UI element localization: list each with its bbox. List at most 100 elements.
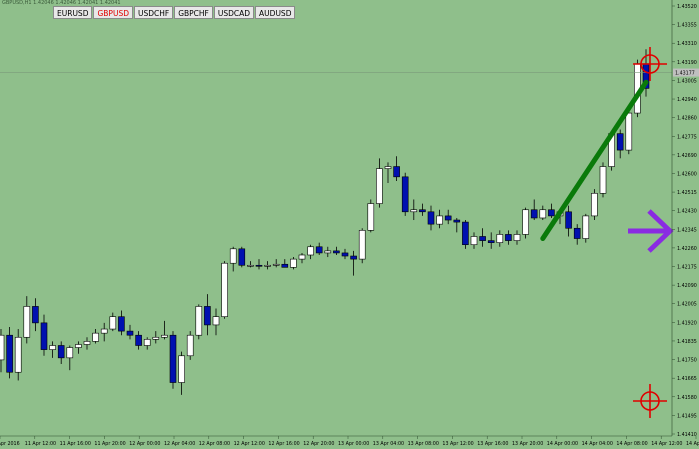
- candle: [444, 209, 452, 225]
- candle: [522, 207, 529, 239]
- bearish-candle-body: [427, 211, 435, 225]
- price-tick-label: 1.42345: [677, 227, 697, 233]
- bearish-candle-body: [315, 246, 323, 254]
- candle: [487, 232, 495, 249]
- bearish-candle-body: [169, 334, 177, 383]
- candle: [427, 205, 435, 231]
- candle: [264, 261, 271, 270]
- right-arrow-icon[interactable]: [628, 209, 674, 253]
- price-tick-label: 1.41495: [677, 413, 697, 419]
- time-tick-label: 14 Apr 12:00: [651, 441, 682, 447]
- bullish-candle-body: [358, 230, 366, 260]
- current-price-label-bg: [673, 68, 699, 77]
- time-tick-label: 14 Apr 16:00: [686, 441, 699, 447]
- time-tick-label: 13 Apr 12:00: [442, 441, 473, 447]
- symbol-tab-gbpchf[interactable]: GBPCHF: [174, 6, 213, 19]
- bearish-candle-body: [479, 236, 486, 241]
- candle: [290, 257, 297, 270]
- candle: [470, 232, 478, 249]
- candle: [49, 341, 56, 358]
- price-tick-label: 1.42090: [677, 283, 697, 289]
- price-tick-label: 1.42940: [677, 97, 697, 103]
- price-tick-label: 1.42775: [677, 134, 697, 140]
- price-tick-label: 1.41750: [677, 358, 697, 364]
- price-tick-label: 1.42600: [677, 171, 697, 177]
- candle: [204, 294, 211, 336]
- bearish-candle-body: [548, 209, 555, 217]
- bullish-candle-body: [83, 341, 91, 345]
- candle: [530, 199, 538, 221]
- symbol-tab-usdcad[interactable]: USDCAD: [213, 6, 255, 19]
- bullish-candle-body: [582, 215, 590, 239]
- bullish-candle-body: [66, 347, 74, 359]
- bearish-candle-body: [341, 252, 349, 257]
- symbol-tab-gbpusd[interactable]: GBPUSD: [93, 6, 133, 19]
- chart-info-text: GBPUSD,H1 1.42046 1.42046 1.42041 1.4204…: [2, 0, 121, 6]
- candle: [57, 341, 65, 365]
- bearish-candle-body: [462, 221, 469, 246]
- bullish-candle-body: [49, 345, 56, 350]
- bullish-candle-body: [75, 344, 82, 348]
- bearish-candle-body: [530, 209, 538, 219]
- bullish-candle-body: [178, 355, 185, 383]
- bullish-candle-body: [109, 316, 117, 330]
- bullish-candle-body: [272, 263, 280, 266]
- bullish-candle-body: [0, 334, 5, 361]
- symbol-tab-eurusd[interactable]: EURUSD: [53, 6, 93, 19]
- candle: [479, 228, 486, 247]
- candle: [505, 230, 512, 245]
- candle: [221, 261, 228, 319]
- bearish-candle-body: [393, 166, 400, 178]
- bearish-candle-body: [350, 255, 357, 260]
- bullish-candle-body: [625, 112, 633, 151]
- bearish-candle-body: [565, 211, 572, 229]
- symbol-tab-usdchf[interactable]: USDCHF: [133, 6, 174, 19]
- bullish-candle-body: [384, 166, 392, 169]
- symbol-tab-audusd[interactable]: AUDUSD: [255, 6, 296, 19]
- candle: [255, 259, 263, 270]
- candle: [281, 259, 289, 268]
- bearish-candle-body: [126, 330, 134, 336]
- candle: [92, 329, 99, 344]
- price-tick-label: 1.42005: [677, 302, 697, 308]
- bullish-candle-body: [290, 258, 297, 268]
- time-tick-label: 12 Apr 12:00: [234, 441, 265, 447]
- candle: [75, 341, 82, 354]
- candle: [247, 261, 254, 268]
- candle: [616, 129, 624, 159]
- crosshair-target-icon[interactable]: [633, 384, 667, 418]
- bullish-candle-body: [92, 332, 99, 342]
- bearish-candle-body: [255, 264, 263, 267]
- bullish-candle-body: [599, 166, 607, 194]
- time-tick-label: 12 Apr 08:00: [199, 441, 230, 447]
- bullish-candle-body: [591, 192, 598, 217]
- bullish-candle-body: [367, 203, 375, 231]
- price-tick-label: 1.41920: [677, 320, 697, 326]
- bullish-candle-body: [410, 209, 418, 213]
- candle: [625, 108, 633, 155]
- time-tick-label: 12 Apr 20:00: [303, 441, 334, 447]
- bearish-candle-body: [6, 334, 13, 373]
- candle: [143, 337, 151, 350]
- bearish-candle-body: [505, 234, 512, 241]
- candle: [548, 203, 555, 218]
- candle: [419, 203, 426, 216]
- trendline[interactable]: [540, 79, 649, 242]
- time-tick-label: 12 Apr 16:00: [268, 441, 299, 447]
- candle: [350, 250, 357, 276]
- candle: [462, 220, 469, 249]
- crosshair-target-icon[interactable]: [633, 47, 667, 81]
- candle: [272, 259, 280, 268]
- bullish-candle-body: [186, 334, 194, 357]
- bullish-candle-body: [143, 339, 151, 346]
- bearish-candle-body: [487, 240, 495, 243]
- candle: [341, 248, 349, 260]
- candle: [384, 162, 392, 184]
- time-tick-label: 11 Apr 20:00: [94, 441, 125, 447]
- price-tick-label: 1.42430: [677, 209, 697, 215]
- candle: [599, 162, 607, 198]
- candle: [453, 217, 461, 233]
- candle: [315, 242, 323, 255]
